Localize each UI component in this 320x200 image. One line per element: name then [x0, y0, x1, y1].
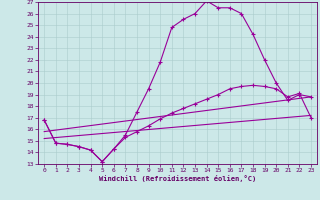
X-axis label: Windchill (Refroidissement éolien,°C): Windchill (Refroidissement éolien,°C) — [99, 175, 256, 182]
